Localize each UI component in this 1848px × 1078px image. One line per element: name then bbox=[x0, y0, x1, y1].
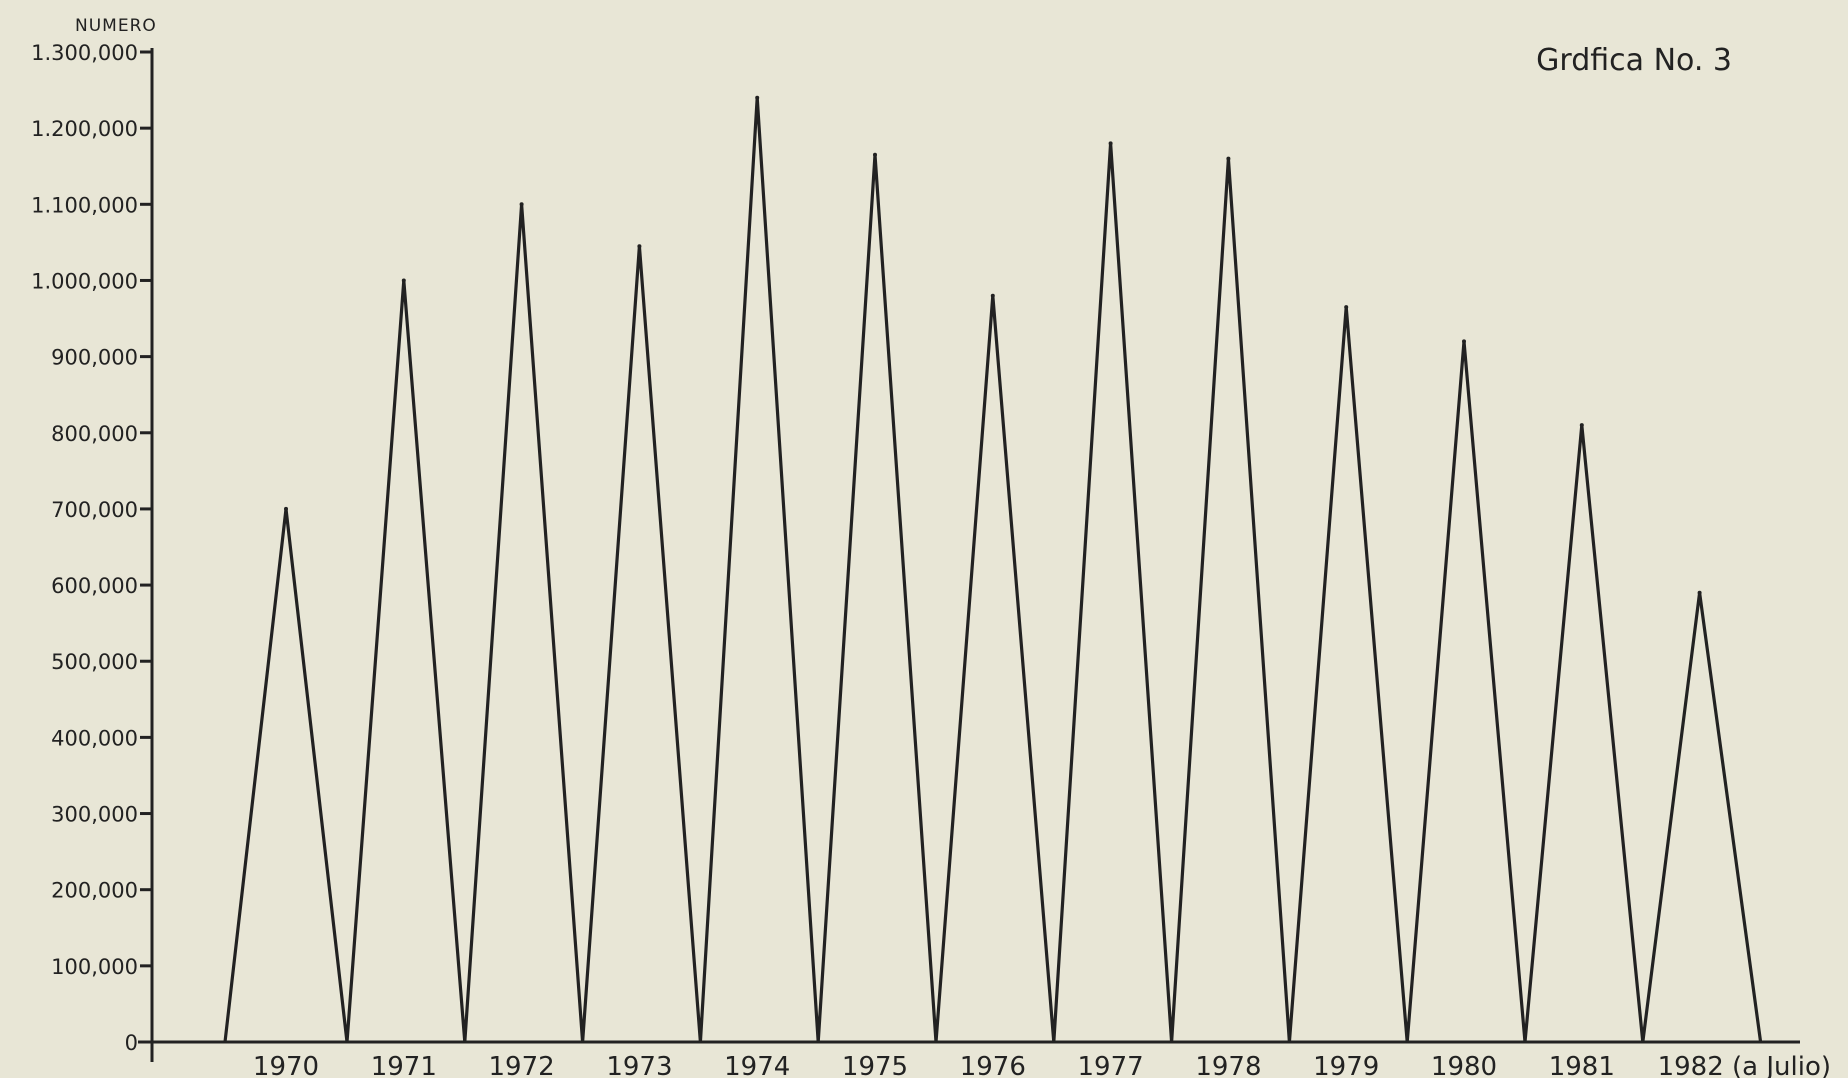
data-point-1970 bbox=[284, 506, 288, 511]
y-tick-label: 100,000 bbox=[51, 955, 138, 979]
data-point-1971 bbox=[401, 278, 406, 283]
x-tick-label: 1972 bbox=[489, 1052, 555, 1078]
data-point-1982 bbox=[1697, 590, 1702, 595]
y-tick-label: 200,000 bbox=[51, 879, 138, 903]
x-tick-label: 1973 bbox=[606, 1052, 672, 1078]
x-tick-label: 1979 bbox=[1313, 1052, 1379, 1078]
data-point-1978 bbox=[1226, 156, 1231, 161]
data-point-1980 bbox=[1462, 339, 1466, 344]
series-line bbox=[223, 97, 1763, 1043]
y-axis: 0 100,000 200,000 300,000 400,000 500,000 600,… bbox=[31, 41, 154, 1062]
data-point-1975 bbox=[873, 152, 877, 157]
data-point-1974 bbox=[755, 95, 760, 100]
y-tick-label: 400,000 bbox=[51, 726, 138, 750]
data-point-1973 bbox=[637, 244, 642, 249]
y-tick-label: 1.200,000 bbox=[31, 117, 138, 141]
series-group bbox=[223, 95, 1763, 1043]
x-tick-label: 1977 bbox=[1078, 1052, 1144, 1078]
x-tick-label: 1978 bbox=[1195, 1052, 1261, 1078]
x-axis: 1970 1971 1972 1973 1974 1975 1976 1977 1978 1979… bbox=[138, 1040, 1831, 1078]
x-tick-label: 1970 bbox=[253, 1052, 319, 1078]
chart-title: Grdfica No. 3 bbox=[1536, 43, 1732, 78]
x-tick-label: 1981 bbox=[1549, 1052, 1615, 1078]
y-tick-label: 800,000 bbox=[51, 422, 138, 446]
x-tick-label: 1975 bbox=[842, 1052, 908, 1078]
y-tick-label: 600,000 bbox=[51, 574, 138, 598]
y-tick-label: 1.300,000 bbox=[31, 41, 138, 65]
y-tick-label: 700,000 bbox=[51, 498, 138, 522]
x-tick-label: 1982 (a Julio) bbox=[1658, 1052, 1831, 1078]
y-tick-label: 300,000 bbox=[51, 803, 138, 827]
y-tick-label: 900,000 bbox=[51, 346, 138, 370]
data-point-1979 bbox=[1344, 305, 1349, 310]
data-point-1972 bbox=[519, 202, 524, 207]
y-tick-label: 500,000 bbox=[51, 650, 138, 674]
x-tick-label: 1976 bbox=[960, 1052, 1026, 1078]
data-point-1977 bbox=[1108, 141, 1113, 146]
x-tick-label: 1974 bbox=[724, 1052, 790, 1078]
data-point-1981 bbox=[1579, 423, 1584, 428]
x-tick-label: 1980 bbox=[1431, 1052, 1497, 1078]
y-tick-label: 0 bbox=[125, 1031, 138, 1055]
y-axis-title: NUMERO bbox=[75, 16, 157, 36]
y-tick-label: 1.100,000 bbox=[31, 193, 138, 217]
y-tick-label: 1.000,000 bbox=[31, 269, 138, 293]
x-tick-label: 1971 bbox=[371, 1052, 437, 1078]
data-point-1976 bbox=[990, 293, 995, 298]
